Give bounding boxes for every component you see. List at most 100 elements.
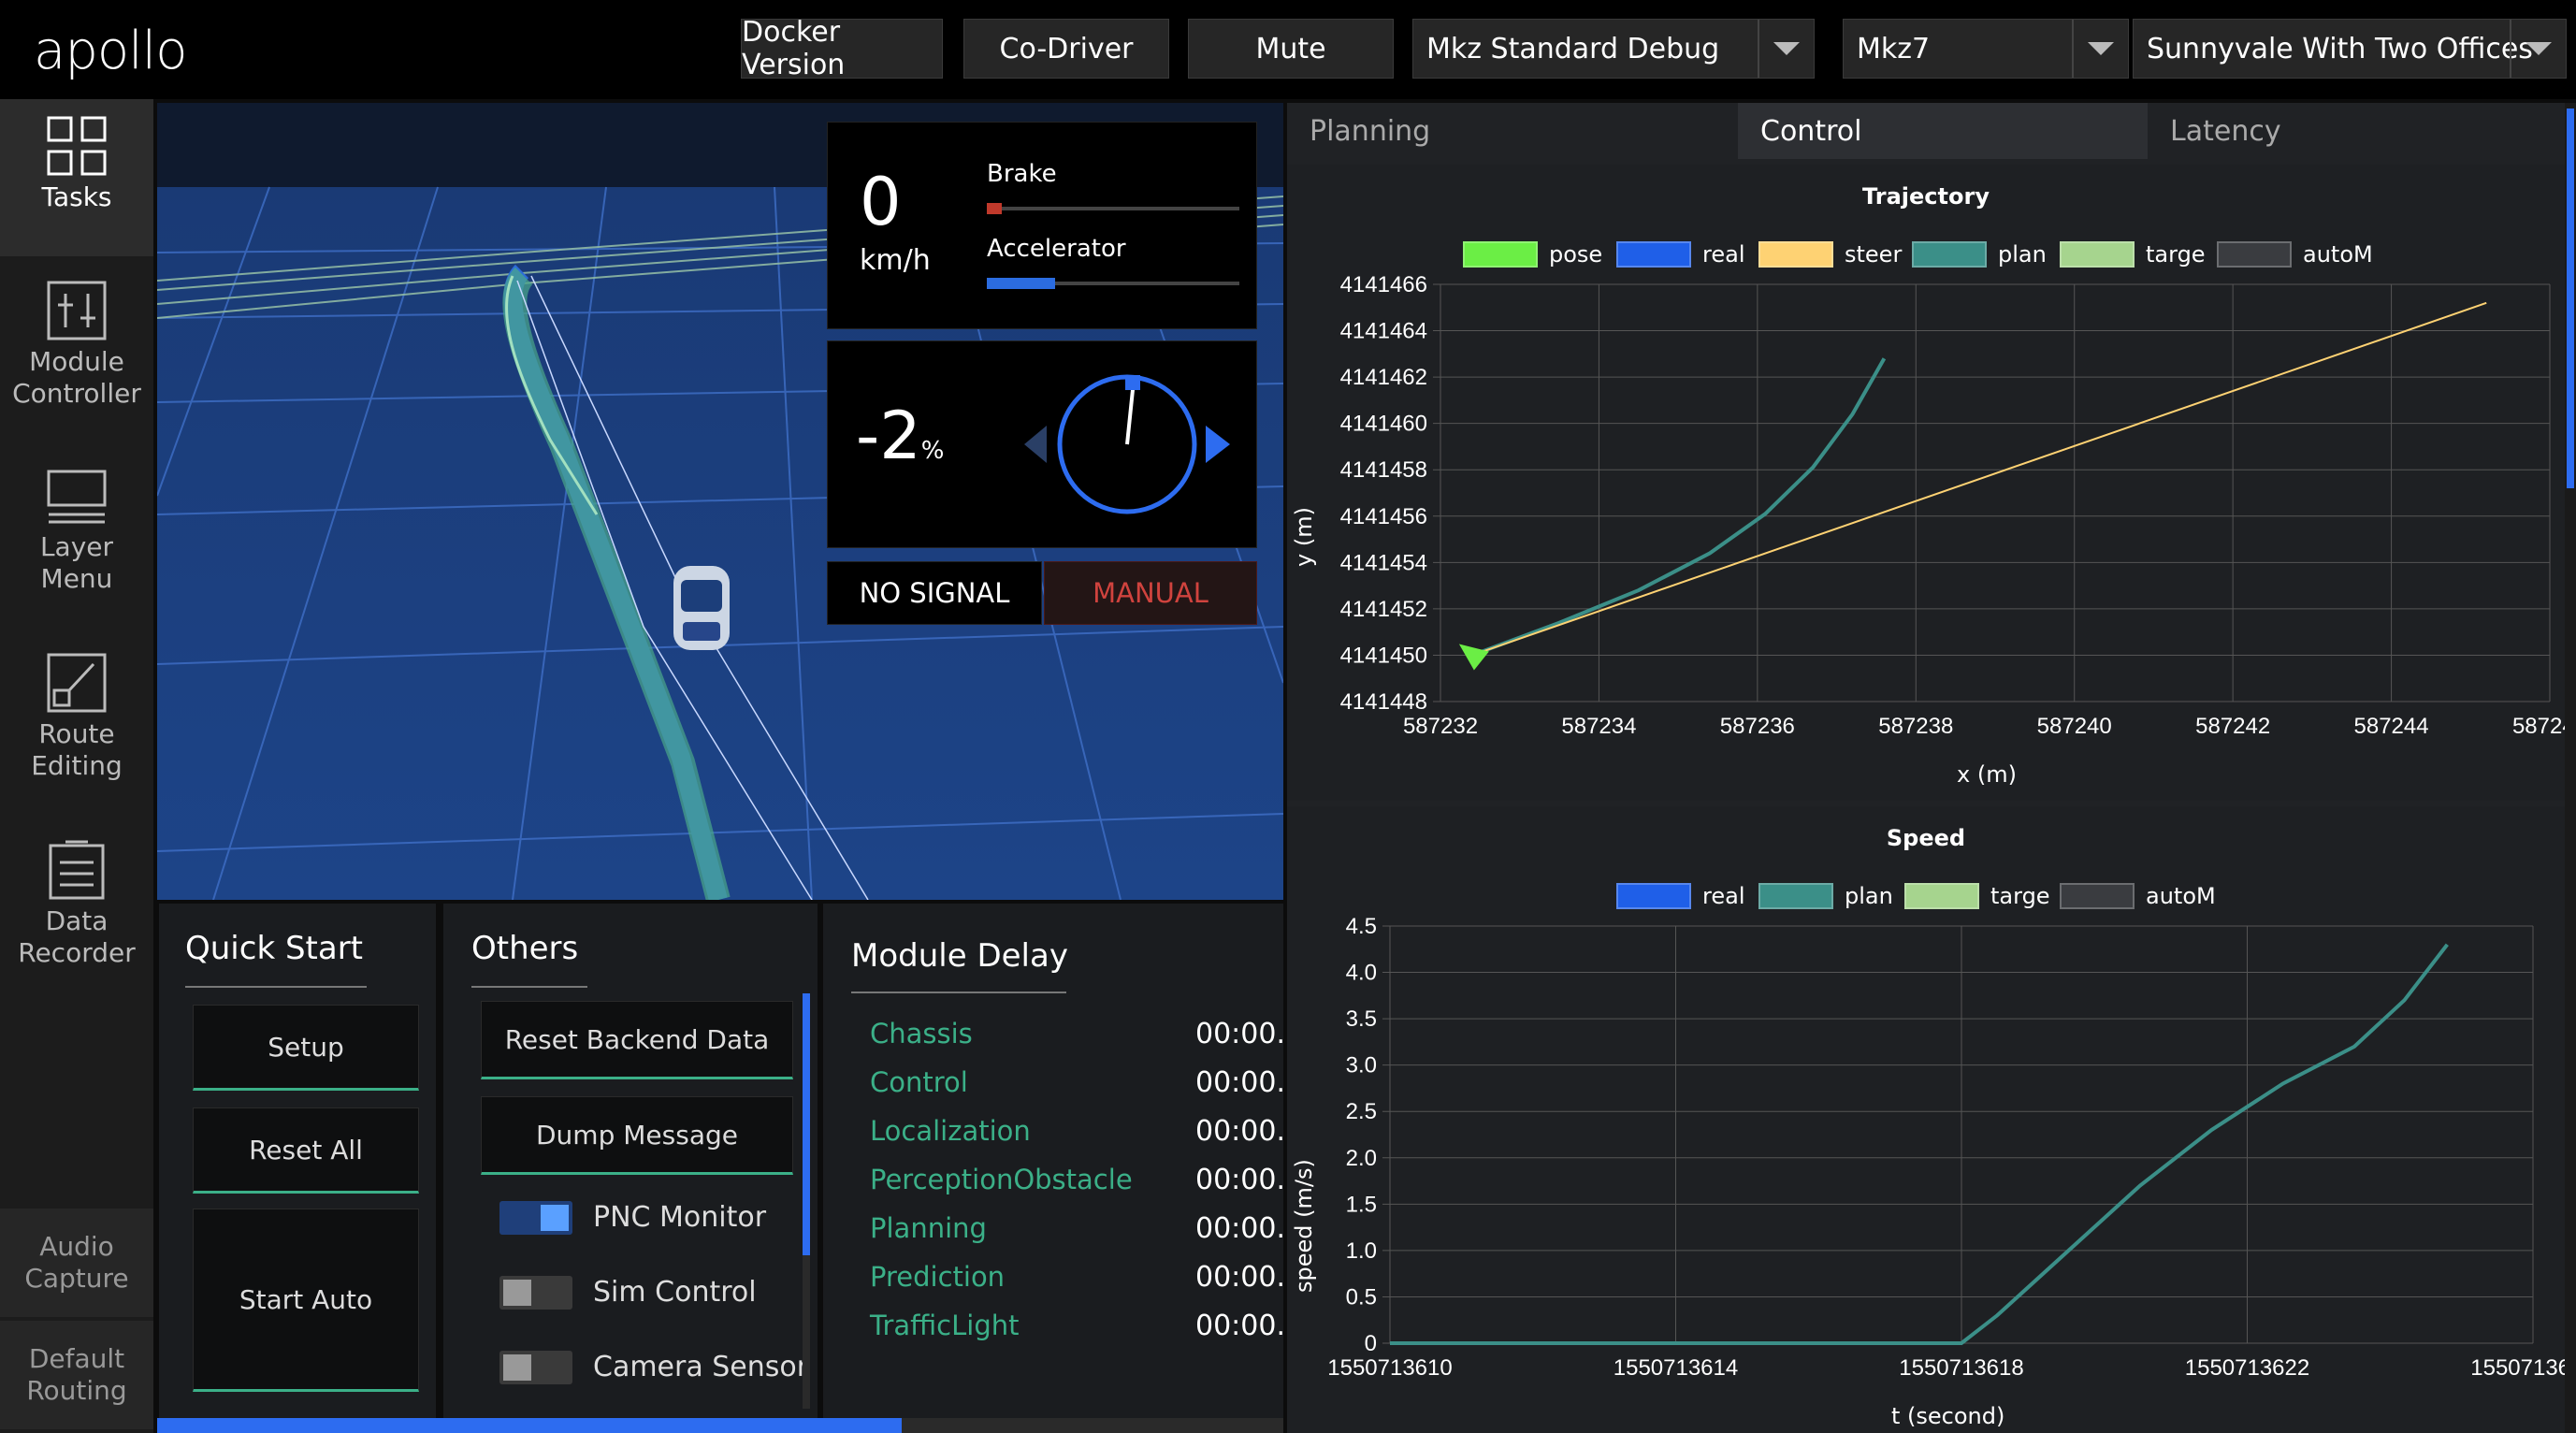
start-auto-button[interactable]: Start Auto bbox=[193, 1209, 419, 1392]
steering-value: -2 bbox=[856, 398, 921, 474]
pnc-monitor-toggle[interactable] bbox=[499, 1201, 572, 1235]
scrollbar[interactable] bbox=[2565, 103, 2576, 1433]
horizontal-scrollbar[interactable] bbox=[157, 1418, 1283, 1433]
quick-start-title: Quick Start bbox=[185, 930, 364, 967]
delay-name: Chassis bbox=[870, 1018, 973, 1049]
trajectory-plot-area[interactable]: 587232 587234 587236 587238 587240 587242 5872… bbox=[1287, 165, 2565, 801]
x-axis-label: t (second) bbox=[1891, 1403, 2005, 1429]
legend-item-targe[interactable]: targe bbox=[2060, 241, 2206, 268]
y-tick-label: 0 bbox=[1365, 1331, 1377, 1356]
legend-item-targe[interactable]: targe bbox=[1904, 883, 2050, 909]
speed-plot-area[interactable]: 1550713610 1550713614 1550713618 1550713622… bbox=[1287, 806, 2565, 1433]
module-delay-panel: Module Delay Chassis 00:00. Control 00:0… bbox=[823, 904, 1285, 1418]
legend-label: steer bbox=[1845, 241, 1903, 268]
sidebar-item-module-controller[interactable]: Module Controller bbox=[0, 271, 153, 440]
delay-value: 00:00. bbox=[1195, 1212, 1285, 1245]
sidebar-item-label: Layer bbox=[39, 531, 114, 562]
scrollbar-thumb[interactable] bbox=[2567, 109, 2574, 488]
steering-unit: % bbox=[920, 437, 945, 465]
sidebar-item-audio-capture[interactable]: Audio Capture bbox=[0, 1209, 153, 1317]
y-tick-label: 4141456 bbox=[1340, 504, 1427, 529]
reset-all-button[interactable]: Reset All bbox=[193, 1107, 419, 1194]
legend-item-pose[interactable]: pose bbox=[1463, 241, 1602, 268]
y-tick-label: 4141462 bbox=[1340, 365, 1427, 390]
sidebar-item-label: Menu bbox=[40, 563, 113, 594]
x-tick-label: 587246 bbox=[2512, 714, 2565, 739]
legend-item-plan[interactable]: plan bbox=[1758, 883, 1893, 909]
x-tick-label: 587232 bbox=[1403, 714, 1478, 739]
tab-planning[interactable]: Planning bbox=[1310, 114, 1431, 148]
legend-item-real[interactable]: real bbox=[1616, 241, 1744, 268]
docker-version-button[interactable]: Docker Version bbox=[741, 16, 943, 81]
legend-item-plan[interactable]: plan bbox=[1912, 241, 2047, 268]
legend-swatch bbox=[1616, 241, 1691, 268]
co-driver-button[interactable]: Co-Driver bbox=[963, 19, 1169, 79]
y-tick-label: 1.5 bbox=[1346, 1192, 1377, 1217]
y-tick-label: 4141460 bbox=[1340, 412, 1427, 437]
x-tick-label: 587240 bbox=[2037, 714, 2112, 739]
mode-select-value: Mkz Standard Debug bbox=[1426, 32, 1720, 65]
speed-value: 0 bbox=[860, 164, 902, 240]
title-underline bbox=[851, 992, 1066, 993]
tab-latency[interactable]: Latency bbox=[2170, 114, 2281, 148]
trajectory-chart: Trajectory pose real steer plan targe au… bbox=[1287, 165, 2565, 801]
sidebar-item-data-recorder[interactable]: Data Recorder bbox=[0, 829, 153, 997]
legend-item-real[interactable]: real bbox=[1616, 883, 1744, 909]
sidebar-item-label: Controller bbox=[12, 378, 141, 409]
delay-value: 00:00. bbox=[1195, 1115, 1285, 1148]
sim-control-toggle[interactable] bbox=[499, 1276, 572, 1310]
sidebar-item-default-routing[interactable]: Default Routing bbox=[0, 1321, 153, 1429]
x-tick-label: 1550713610 bbox=[1327, 1355, 1452, 1381]
legend-item-steer[interactable]: steer bbox=[1758, 241, 1902, 268]
legend-swatch bbox=[1758, 241, 1833, 268]
mode-select[interactable]: Mkz Standard Debug bbox=[1412, 19, 1815, 79]
sidebar-item-label: Tasks bbox=[41, 181, 112, 212]
scrollbar-thumb[interactable] bbox=[157, 1418, 902, 1433]
reset-backend-data-button[interactable]: Reset Backend Data bbox=[481, 1001, 793, 1079]
pnc-monitor-label: PNC Monitor bbox=[593, 1201, 767, 1234]
vehicle-select[interactable]: Mkz7 bbox=[1843, 19, 2129, 79]
scrollbar-thumb[interactable] bbox=[803, 993, 810, 1255]
delay-value: 00:00. bbox=[1195, 1066, 1285, 1099]
chevron-down-icon[interactable] bbox=[2072, 20, 2128, 78]
legend-swatch bbox=[1912, 241, 1987, 268]
ego-vehicle bbox=[673, 566, 730, 650]
legend-label: targe bbox=[1990, 883, 2050, 909]
legend-label: plan bbox=[1845, 883, 1893, 909]
sidebar-item-label: Editing bbox=[31, 750, 123, 781]
x-tick-label: 1550713614 bbox=[1614, 1355, 1738, 1381]
sidebar-item-tasks[interactable]: Tasks bbox=[0, 99, 153, 256]
y-tick-label: 4141458 bbox=[1340, 457, 1427, 483]
sidebar-item-route-editing[interactable]: Route Editing bbox=[0, 642, 153, 810]
legend-item-autom[interactable]: autoM bbox=[2217, 241, 2373, 268]
dump-message-button[interactable]: Dump Message bbox=[481, 1096, 793, 1175]
y-tick-label: 0.5 bbox=[1346, 1284, 1377, 1310]
map-select[interactable]: Sunnyvale With Two Offices bbox=[2133, 19, 2567, 79]
sidebar-item-label: Routing bbox=[26, 1375, 127, 1406]
delay-name: Prediction bbox=[870, 1261, 1006, 1293]
steering-wheel-icon bbox=[1024, 374, 1230, 514]
y-tick-label: 4141450 bbox=[1340, 643, 1427, 668]
tab-control[interactable]: Control bbox=[1738, 103, 2148, 159]
x-tick-label: 1550713618 bbox=[1899, 1355, 2023, 1381]
steering-readout: -2% bbox=[856, 398, 945, 474]
signal-indicator: NO SIGNAL bbox=[827, 561, 1042, 625]
scrollbar[interactable] bbox=[803, 993, 810, 1409]
vehicle-select-value: Mkz7 bbox=[1857, 32, 1931, 65]
legend-swatch bbox=[2060, 883, 2135, 909]
brake-bar bbox=[987, 203, 1239, 214]
sidebar-item-label: Recorder bbox=[18, 937, 136, 968]
apollo-logo: apollo bbox=[34, 21, 188, 81]
chevron-down-icon[interactable] bbox=[1758, 20, 1814, 78]
mute-button[interactable]: Mute bbox=[1188, 19, 1394, 79]
sidebar-item-layer-menu[interactable]: Layer Menu bbox=[0, 455, 153, 623]
chevron-down-icon[interactable] bbox=[2510, 20, 2566, 78]
y-tick-label: 3.5 bbox=[1346, 1006, 1377, 1032]
setup-button[interactable]: Setup bbox=[193, 1005, 419, 1091]
legend-item-autom[interactable]: autoM bbox=[2060, 883, 2216, 909]
chart-title: Trajectory bbox=[1862, 183, 1990, 210]
scene-view[interactable]: 0 km/h Brake Accelerator -2% NO SIGNAL M… bbox=[157, 103, 1283, 900]
sidebar-item-label: Default bbox=[28, 1343, 125, 1374]
camera-sensor-toggle[interactable] bbox=[499, 1351, 572, 1384]
y-axis-label: y (m) bbox=[1291, 507, 1317, 567]
